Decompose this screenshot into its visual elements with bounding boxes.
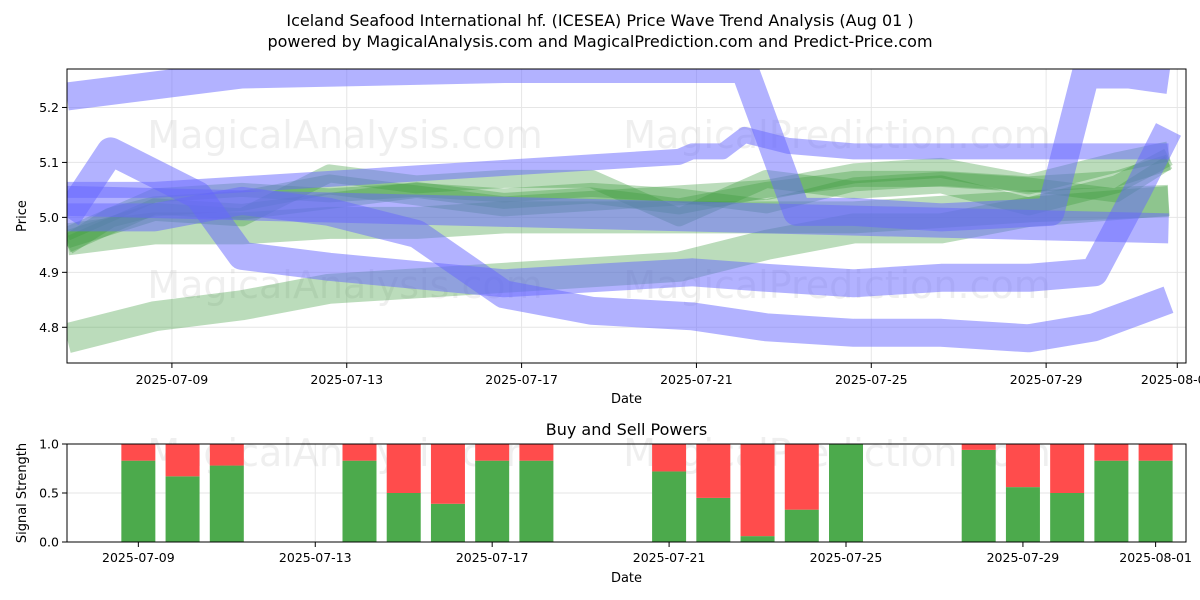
buy-bar-6 [475,460,510,542]
top-y-tick-label-0: 4.8 [39,320,59,335]
buy-bar-17 [1138,460,1173,542]
buy-bar-5 [430,503,465,542]
sell-bar-17 [1138,444,1173,461]
sell-bar-4 [386,444,421,493]
bottom-x-axis-label: Date [611,571,642,586]
buy-bar-4 [386,493,421,542]
bottom-y-axis-label: Signal Strength [15,443,30,543]
top-x-tick-label-5: 2025-07-29 [1010,372,1083,387]
buy-bar-12 [829,444,864,542]
top-y-tick-label-3: 5.1 [39,155,59,170]
top-y-tick-label-4: 5.2 [39,100,59,115]
sell-bar-10 [740,444,775,537]
buy-bar-14 [1005,487,1040,542]
sell-bar-11 [784,444,819,510]
top-x-tick-label-4: 2025-07-25 [835,372,908,387]
blue-wave-band-4 [67,186,1174,353]
top-x-axis-label: Date [611,392,642,407]
sell-bar-0 [121,444,156,461]
chart-title-line2: powered by MagicalAnalysis.com and Magic… [267,32,932,51]
sell-bar-13 [961,444,996,450]
buy-bar-7 [519,460,554,542]
bottom-x-tick-label-6: 2025-08-01 [1119,550,1192,565]
buy-bar-15 [1050,493,1085,542]
bottom-x-tick-label-4: 2025-07-25 [810,550,883,565]
sell-bar-1 [165,444,200,477]
sell-bar-14 [1005,444,1040,488]
bottom-y-tick-label-1: 0.5 [39,486,59,501]
bottom-x-tick-label-2: 2025-07-17 [456,550,529,565]
bottom-x-tick-label-3: 2025-07-21 [633,550,706,565]
sell-bar-9 [696,444,731,498]
top-x-tick-label-3: 2025-07-21 [660,372,733,387]
top-plot-frame [66,68,1187,364]
top-y-tick-label-2: 5.0 [39,210,59,225]
sell-bar-16 [1094,444,1129,461]
buy-bar-1 [165,476,200,542]
sell-bar-15 [1050,444,1085,493]
wave-bands [67,69,1181,353]
buy-bar-11 [784,509,819,542]
buy-bar-10 [740,536,775,542]
buy-bar-3 [342,460,377,542]
blue-wave-band-1 [67,126,1169,198]
bottom-x-tick-label-5: 2025-07-29 [987,550,1060,565]
buy-bar-0 [121,460,156,542]
bottom-x-tick-label-1: 2025-07-13 [279,550,352,565]
bottom-panel-title: Buy and Sell Powers [546,420,708,439]
sell-bar-2 [209,444,244,466]
bottom-y-tick-label-0: 0.0 [39,535,59,550]
price-wave-panel: MagicalAnalysis.com MagicalPrediction.com… [15,68,1200,407]
top-y-tick-label-1: 4.9 [39,265,59,280]
sell-bar-8 [652,444,687,472]
buy-bar-13 [961,449,996,542]
top-x-tick-label-1: 2025-07-13 [310,372,383,387]
sell-bar-5 [430,444,465,504]
bottom-x-tick-label-0: 2025-07-09 [102,550,175,565]
top-x-tick-label-0: 2025-07-09 [136,372,209,387]
buy-bar-8 [652,471,687,542]
buy-bar-2 [209,465,244,542]
top-x-tick-label-6: 2025-08-01 [1141,372,1200,387]
chart-title-line1: Iceland Seafood International hf. (ICESE… [286,11,913,30]
sell-bar-6 [475,444,510,461]
bottom-y-tick-label-2: 1.0 [39,437,59,452]
sell-bar-7 [519,444,554,461]
top-x-tick-label-2: 2025-07-17 [485,372,558,387]
watermark-top-0: MagicalAnalysis.com [147,113,542,157]
buy-bar-16 [1094,460,1129,542]
top-y-axis-label: Price [15,200,30,232]
buy-sell-panel: Buy and Sell PowersMagicalAnalysis.comMa… [15,420,1192,586]
buy-bar-9 [696,497,731,542]
sell-bar-3 [342,444,377,461]
